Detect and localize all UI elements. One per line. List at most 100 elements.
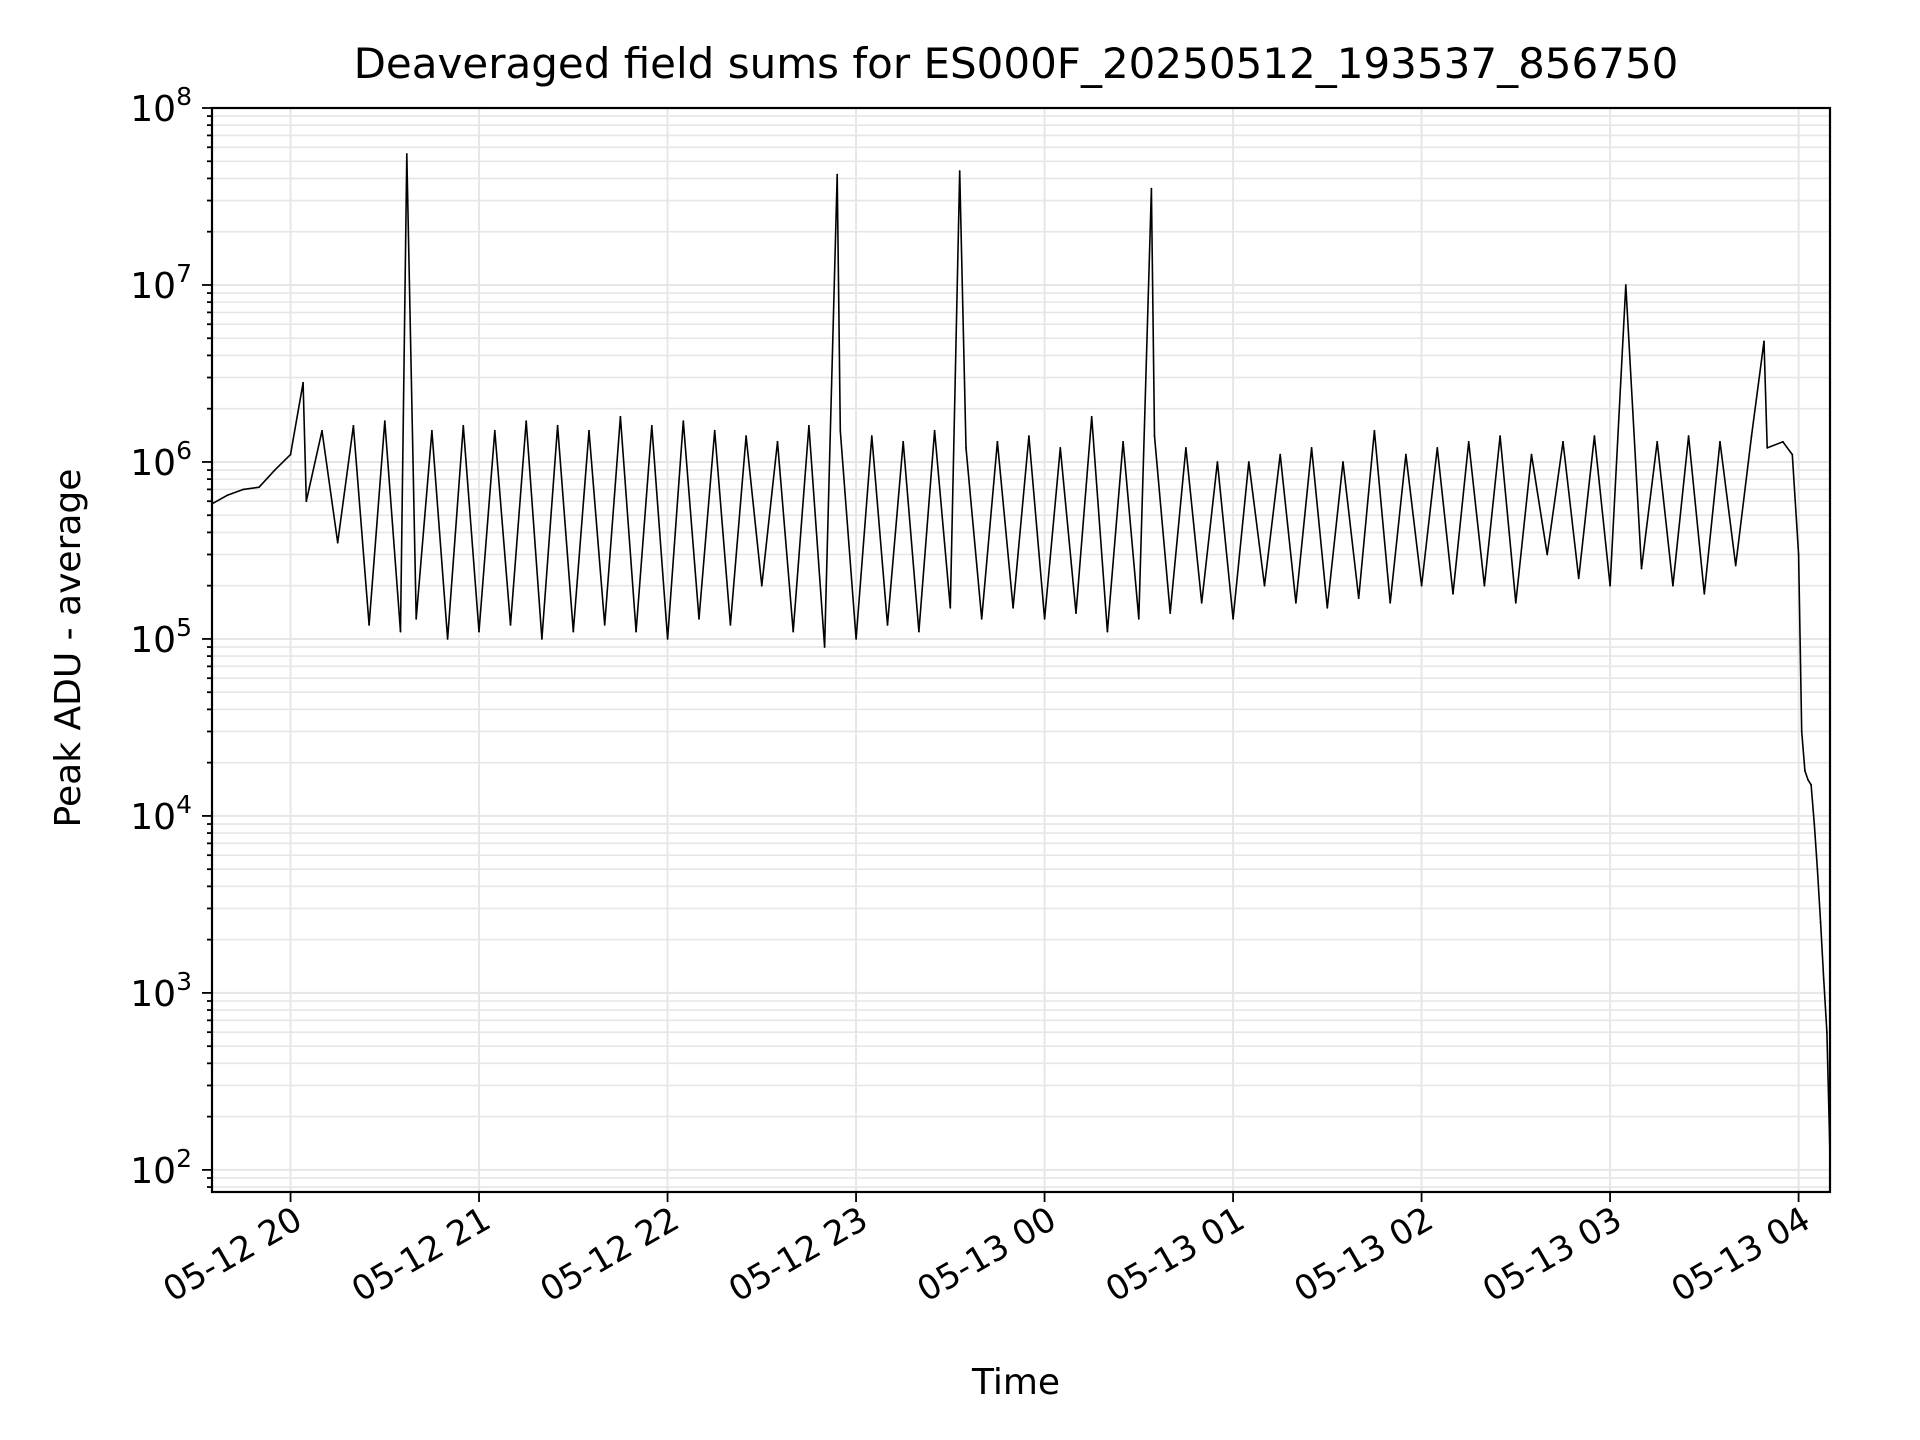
data-point <box>1090 415 1093 418</box>
data-point <box>650 424 653 427</box>
y-axis-label: Peak ADU - average <box>48 469 89 828</box>
data-point <box>525 420 528 423</box>
grid <box>212 107 1830 1192</box>
data-point <box>1624 284 1627 286</box>
data-point <box>1804 769 1806 772</box>
x-axis-label: Time <box>971 1362 1060 1403</box>
data-point <box>1734 564 1737 567</box>
data-point <box>980 617 983 620</box>
data-point <box>1279 453 1282 456</box>
data-point <box>541 638 543 640</box>
data-point <box>808 424 810 427</box>
data-point <box>1137 617 1140 620</box>
data-point <box>1247 461 1250 463</box>
data-point <box>635 630 637 633</box>
data-point <box>305 500 308 503</box>
data-point <box>666 638 669 640</box>
data-point <box>556 424 559 427</box>
data-point <box>713 429 716 432</box>
data-point <box>1766 447 1769 449</box>
data-point <box>1106 630 1109 633</box>
data-point <box>1609 584 1611 587</box>
data-line <box>211 153 1831 1157</box>
data-point <box>933 429 936 432</box>
plot-frame <box>210 106 1832 1194</box>
data-point <box>823 646 826 648</box>
data-point <box>619 415 622 418</box>
data-point <box>886 624 889 626</box>
data-point <box>1169 612 1172 614</box>
data-point <box>1153 435 1156 437</box>
data-point <box>1763 340 1765 343</box>
data-point <box>368 624 370 626</box>
data-point <box>776 440 779 443</box>
data-point <box>1420 584 1423 587</box>
data-point <box>405 153 408 155</box>
data-point <box>1562 440 1564 443</box>
data-point <box>792 630 795 633</box>
data-point <box>1797 553 1800 556</box>
data-point <box>1593 435 1596 437</box>
data-point <box>1467 440 1470 443</box>
data-point <box>1703 592 1706 595</box>
data-point <box>572 630 575 633</box>
data-point <box>1150 187 1153 190</box>
data-point <box>1342 461 1344 463</box>
data-point <box>836 173 839 176</box>
data-point <box>1059 447 1062 449</box>
data-point <box>1826 1031 1828 1034</box>
data-point <box>226 494 229 496</box>
data-point <box>462 424 465 427</box>
data-point <box>273 469 276 471</box>
data-point <box>1326 606 1329 609</box>
data-point <box>478 630 480 633</box>
data-point <box>1373 429 1376 432</box>
data-point <box>1672 584 1674 587</box>
data-point <box>1483 584 1486 587</box>
data-point <box>1436 447 1439 449</box>
data-point <box>446 638 449 640</box>
data-point <box>1687 435 1690 437</box>
data-point <box>431 429 433 432</box>
data-point <box>1800 730 1803 733</box>
data-point <box>1043 617 1046 620</box>
data-point <box>1640 567 1643 570</box>
data-point <box>1028 435 1030 437</box>
data-point <box>302 381 304 384</box>
data-point <box>1514 601 1517 604</box>
data-point <box>1452 592 1454 595</box>
data-point <box>399 630 402 633</box>
data-point <box>1546 553 1549 556</box>
data-point <box>682 420 685 423</box>
data-point <box>949 606 952 609</box>
data-point <box>902 440 905 443</box>
data-point <box>1216 461 1219 463</box>
data-point <box>242 488 245 491</box>
data-point <box>1807 778 1809 781</box>
data-point <box>1310 447 1313 449</box>
data-point <box>336 541 339 544</box>
data-point <box>1357 597 1360 600</box>
data-point <box>1405 453 1407 456</box>
data-point <box>698 617 700 620</box>
data-point <box>493 429 496 432</box>
data-point <box>1822 978 1825 980</box>
data-point <box>1389 601 1392 604</box>
data-point <box>729 624 732 626</box>
data-point <box>321 429 323 432</box>
data-point <box>1530 453 1533 456</box>
data-point <box>1750 435 1753 437</box>
data-point <box>1782 440 1784 443</box>
data-point <box>839 429 842 432</box>
data-point <box>1813 823 1816 825</box>
data-point <box>1816 868 1819 871</box>
data-point <box>1075 612 1077 614</box>
data-point <box>996 440 999 443</box>
data-point <box>1719 440 1721 443</box>
data-point <box>1012 606 1014 609</box>
data-point <box>603 624 606 626</box>
data-point <box>1263 584 1266 587</box>
data-point <box>383 420 386 423</box>
